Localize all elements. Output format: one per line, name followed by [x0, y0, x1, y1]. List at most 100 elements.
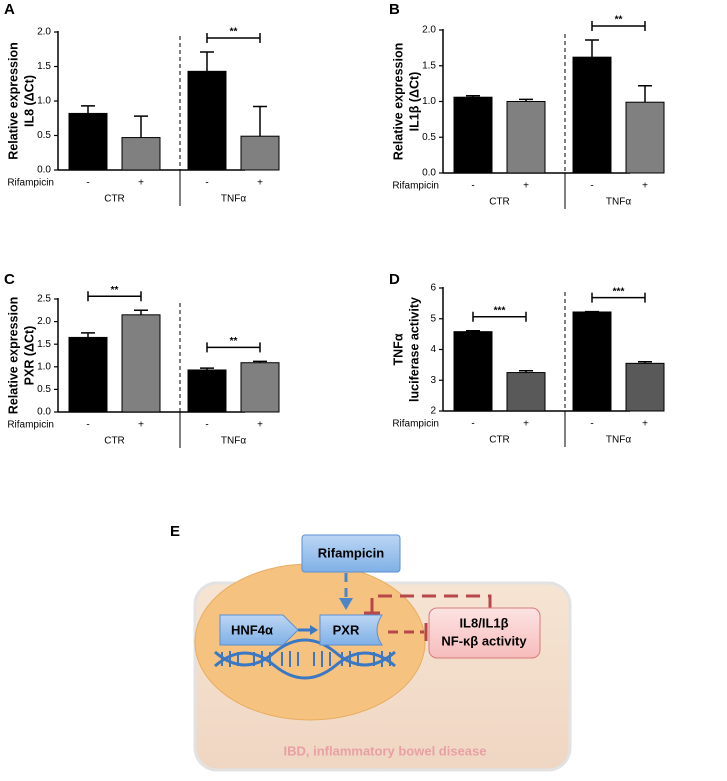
bar [453, 96, 493, 174]
x-tick-label: - [590, 419, 593, 430]
error-bar [253, 360, 267, 363]
y-tick-label: 1.0 [37, 96, 51, 107]
diagram: E Rifampicin HNF4α PXR IL8/IL1β NF-κβ ac… [170, 523, 572, 772]
y-tick-label: 0.0 [37, 407, 51, 418]
bar [240, 362, 280, 413]
error-bar [81, 105, 95, 114]
target-label: NF-κβ activity [441, 633, 527, 648]
significance-label: ** [111, 285, 119, 296]
y-tick-label: 1.5 [37, 339, 51, 350]
y-axis-label: Relative expression [6, 42, 20, 159]
error-bar [638, 361, 652, 364]
rifampicin-box [301, 534, 401, 573]
y-tick-label: 6 [430, 283, 436, 294]
panel-label: A [4, 1, 15, 18]
bar [572, 56, 612, 174]
y-axis-label: TNFα [391, 333, 405, 365]
y-tick-label: 0.0 [422, 168, 436, 179]
group-label: TNFα [221, 436, 246, 447]
group-label: TNFα [606, 435, 631, 446]
error-bar [638, 85, 652, 103]
error-bar [253, 105, 267, 137]
y-tick-label: 0.5 [422, 132, 436, 143]
bar [121, 137, 161, 171]
group-label: CTR [489, 197, 510, 208]
y-axis-label: luciferase activity [407, 297, 421, 402]
bar [453, 331, 493, 412]
x-tick-label: + [138, 420, 144, 431]
significance-label: ** [615, 15, 623, 26]
bar [187, 369, 227, 413]
significance-bracket [87, 291, 142, 302]
chart: A Relative expression IL8 (ΔCt) 0.0 0.5 1.0 1.… [4, 1, 280, 206]
y-tick-label: 2.5 [37, 294, 51, 305]
significance-bracket [591, 292, 646, 303]
panel-label: E [170, 523, 180, 540]
error-bar [134, 309, 148, 315]
y-tick-label: 2.0 [422, 25, 436, 36]
x-tick-label: + [642, 181, 648, 192]
x-tick-label: - [471, 419, 474, 430]
significance-label: ** [230, 336, 238, 347]
x-tick-label: - [471, 181, 474, 192]
y-tick-label: 0.5 [37, 384, 51, 395]
x-tick-label: - [205, 420, 208, 431]
y-tick-label: 4 [430, 344, 436, 355]
error-bar [200, 367, 214, 370]
bar [68, 336, 108, 413]
x-tick-label: + [642, 419, 648, 430]
bar [506, 372, 546, 412]
receptor-label: PXR [333, 622, 360, 637]
dna [214, 638, 396, 680]
group-label: CTR [104, 436, 125, 447]
significance-bracket [591, 21, 646, 32]
error-bar [519, 369, 533, 373]
target-box [428, 607, 541, 659]
x-tick-label: + [257, 178, 263, 189]
group-label: CTR [104, 194, 125, 205]
y-axis-label: IL8 (ΔCt) [22, 75, 36, 127]
significance-label: *** [494, 305, 506, 316]
x-tick-label: - [86, 178, 89, 189]
x-tick-label: + [523, 181, 529, 192]
significance-bracket [206, 342, 261, 353]
significance-label: ** [230, 27, 238, 38]
error-bar [200, 51, 214, 72]
significance-bracket [206, 33, 261, 44]
bar [572, 311, 612, 412]
y-tick-label: 1.5 [422, 60, 436, 71]
bar [625, 101, 665, 174]
y-axis-label: IL1β (ΔCt) [407, 72, 421, 132]
chart: B Relative expression IL1β (ΔCt) 0.0 0.5 1.0 1… [389, 1, 665, 209]
x-tick-label: + [257, 420, 263, 431]
y-tick-label: 0.0 [37, 165, 51, 176]
y-tick-label: 5 [430, 313, 436, 324]
factor-label: HNF4α [231, 622, 273, 637]
arrow-head [339, 598, 353, 610]
arrow-head [310, 625, 318, 635]
significance-bracket [472, 311, 527, 322]
row-label: Rifampicin [392, 419, 439, 430]
y-axis-label: Relative expression [6, 297, 20, 414]
x-tick-label: + [523, 419, 529, 430]
y-axis-label: PXR (ΔCt) [22, 326, 36, 386]
error-bar [466, 329, 480, 332]
x-tick-label: - [86, 420, 89, 431]
x-tick-label: - [205, 178, 208, 189]
y-tick-label: 2.0 [37, 316, 51, 327]
chart: C Relative expression PXR (ΔCt) 0.0 0.5 1.0 1.… [4, 271, 280, 448]
panel-label: C [4, 271, 15, 288]
row-label: Rifampicin [392, 181, 439, 192]
y-tick-label: 3 [430, 375, 436, 386]
y-axis-label: Relative expression [391, 43, 405, 160]
error-bar [134, 115, 148, 138]
feedback-inhibition [370, 594, 492, 613]
error-bar [81, 332, 95, 338]
y-tick-label: 1.0 [422, 96, 436, 107]
group-label: TNFα [606, 197, 631, 208]
target-label: IL8/IL1β [459, 615, 508, 630]
bar [68, 112, 108, 171]
bar [506, 101, 546, 174]
bar [121, 314, 161, 413]
